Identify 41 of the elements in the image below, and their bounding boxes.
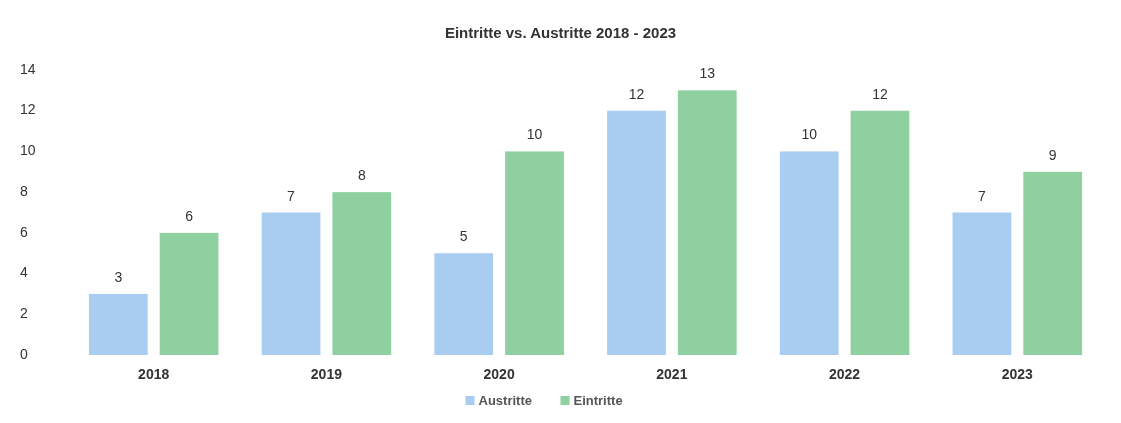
bar <box>952 212 1012 355</box>
y-tick-label: 2 <box>20 304 28 321</box>
bar <box>159 232 219 355</box>
y-tick-label: 10 <box>20 142 36 159</box>
data-label: 8 <box>357 167 366 184</box>
bar <box>434 253 494 355</box>
bar <box>779 151 839 355</box>
x-tick-label: 2020 <box>483 366 515 382</box>
bar <box>88 293 148 355</box>
data-label: 10 <box>526 126 543 143</box>
bar <box>332 192 392 355</box>
y-tick-label: 8 <box>20 182 28 199</box>
chart-title: Eintritte vs. Austritte 2018 - 2023 <box>444 24 677 41</box>
x-tick-label: 2022 <box>829 366 861 382</box>
bar <box>607 110 666 355</box>
x-tick-label: 2021 <box>656 366 688 382</box>
bar <box>850 110 910 355</box>
legend-label: Austritte <box>478 393 532 408</box>
data-label: 6 <box>185 207 194 224</box>
x-tick-label: 2018 <box>138 366 170 382</box>
bar <box>1023 171 1083 355</box>
x-tick-label: 2023 <box>1001 366 1034 382</box>
y-tick-label: 12 <box>20 101 36 118</box>
y-tick-label: 6 <box>20 223 28 240</box>
y-tick-label: 0 <box>20 345 28 362</box>
bar <box>505 151 564 355</box>
data-label: 5 <box>459 228 468 245</box>
bar <box>261 212 321 355</box>
y-tick-label: 4 <box>20 264 28 281</box>
data-label: 13 <box>699 65 716 82</box>
data-label: 7 <box>287 187 296 204</box>
data-label: 12 <box>628 85 645 102</box>
bar <box>677 90 737 355</box>
data-label: 9 <box>1048 146 1057 163</box>
data-label: 7 <box>978 187 987 204</box>
data-label: 3 <box>114 268 123 285</box>
legend-label: Eintritte <box>573 393 623 408</box>
x-tick-label: 2019 <box>310 366 343 382</box>
y-tick-label: 14 <box>20 60 36 77</box>
data-label: 10 <box>801 126 818 143</box>
data-label: 12 <box>872 85 888 102</box>
